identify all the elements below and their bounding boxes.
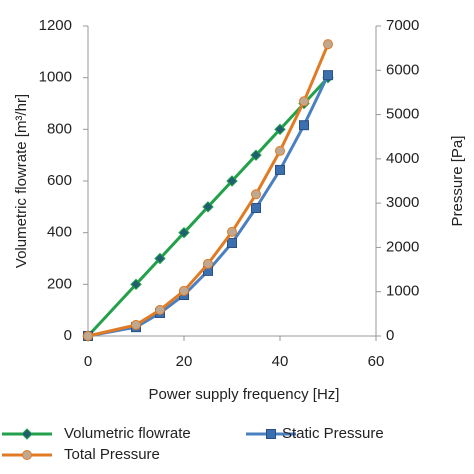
point <box>275 164 285 175</box>
series-line <box>87 43 330 338</box>
x-tick-label: 20 <box>176 353 193 370</box>
point <box>155 304 165 315</box>
y2-tick-label: 2000 <box>386 238 419 255</box>
y-tick-label: 400 <box>47 224 72 241</box>
y2-tick-label: 4000 <box>386 150 419 167</box>
point <box>323 39 333 50</box>
y-axis-title: Volumetric flowrate [m³/hr] <box>13 94 30 268</box>
point <box>251 203 261 214</box>
y2-tick-label: 7000 <box>386 17 419 34</box>
point <box>251 189 261 200</box>
point <box>227 226 237 237</box>
y-tick-label: 200 <box>47 275 72 292</box>
point <box>131 319 141 330</box>
point <box>179 285 189 296</box>
y-tick-label: 600 <box>47 172 72 189</box>
point <box>130 278 142 291</box>
legend-label: Total Pressure <box>64 446 160 463</box>
point <box>250 149 262 161</box>
point <box>323 70 333 81</box>
point <box>154 252 166 265</box>
series-line <box>87 74 330 338</box>
legend-marker <box>21 428 33 440</box>
point <box>275 145 285 156</box>
x-axis-title: Power supply frequency [Hz] <box>149 386 340 403</box>
point <box>226 175 238 187</box>
y-tick-label: 0 <box>64 327 72 344</box>
x-tick-label: 40 <box>272 353 289 370</box>
point <box>299 96 309 107</box>
point <box>178 226 190 239</box>
point <box>299 120 309 131</box>
y2-tick-label: 5000 <box>386 106 419 123</box>
x-tick-label: 60 <box>368 353 385 370</box>
y2-tick-label: 6000 <box>386 61 419 78</box>
y2-axis-title: Pressure [Pa] <box>449 136 466 227</box>
point <box>274 123 286 136</box>
y2-tick-label: 1000 <box>386 283 419 300</box>
y-tick-label: 800 <box>47 120 72 137</box>
legend-label: Volumetric flowrate <box>64 425 191 442</box>
point <box>202 201 214 213</box>
legend-label: Static Pressure <box>282 425 384 442</box>
point <box>203 258 213 269</box>
legend-marker <box>266 429 276 439</box>
y-tick-label: 1200 <box>39 17 72 34</box>
point <box>227 238 237 248</box>
y2-tick-label: 3000 <box>386 194 419 211</box>
series-line <box>86 76 330 338</box>
point <box>83 331 93 341</box>
legend-marker <box>22 450 32 460</box>
y-tick-label: 1000 <box>39 69 72 86</box>
y2-tick-label: 0 <box>386 327 394 344</box>
x-tick-label: 0 <box>84 353 92 370</box>
